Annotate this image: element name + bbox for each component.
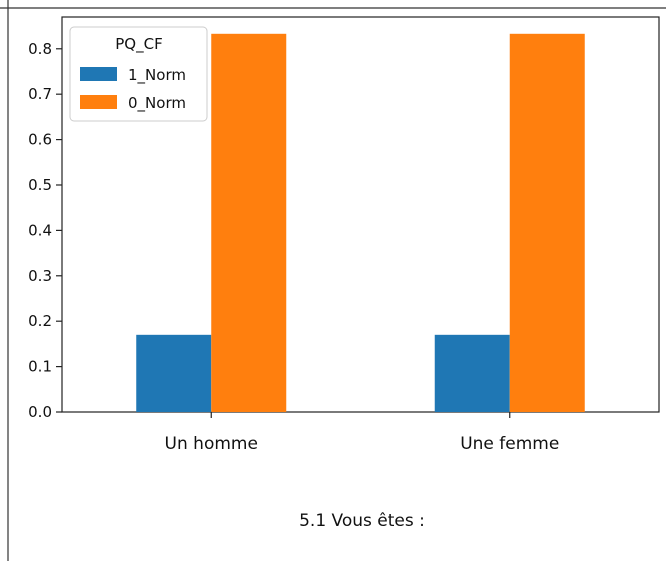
legend-label: 1_Norm (128, 66, 186, 85)
x-tick-label: Un homme (165, 434, 258, 454)
y-tick-label: 0.7 (28, 85, 52, 103)
legend-swatch (80, 67, 117, 81)
legend-swatch (80, 95, 117, 109)
bar-0-norm-1 (509, 33, 585, 412)
legend-label: 0_Norm (128, 94, 186, 113)
y-tick-label: 0.0 (28, 403, 52, 421)
y-tick-label: 0.2 (28, 312, 52, 330)
legend-title: PQ_CF (115, 35, 162, 54)
y-tick-label: 0.5 (28, 176, 52, 194)
y-tick-label: 0.6 (28, 131, 52, 149)
y-tick-label: 0.1 (28, 358, 52, 376)
y-tick-label: 0.8 (28, 40, 52, 58)
y-tick-label: 0.4 (28, 221, 52, 239)
plot-area-frame (61, 16, 660, 413)
x-axis: Un homme Une femme (165, 412, 559, 454)
bar-1-norm-0 (136, 334, 212, 412)
bars-group (136, 33, 585, 412)
x-axis-label: 5.1 Vous êtes : (299, 511, 425, 531)
bar-0-norm-0 (211, 33, 287, 412)
legend: PQ_CF 1_Norm 0_Norm (69, 26, 208, 122)
y-tick-label: 0.3 (28, 267, 52, 285)
y-axis: 0.0 0.1 0.2 0.3 0.4 0.5 0.6 0.7 0.8 (28, 40, 62, 421)
x-tick-label: Une femme (460, 434, 559, 454)
bar-1-norm-1 (434, 334, 510, 412)
